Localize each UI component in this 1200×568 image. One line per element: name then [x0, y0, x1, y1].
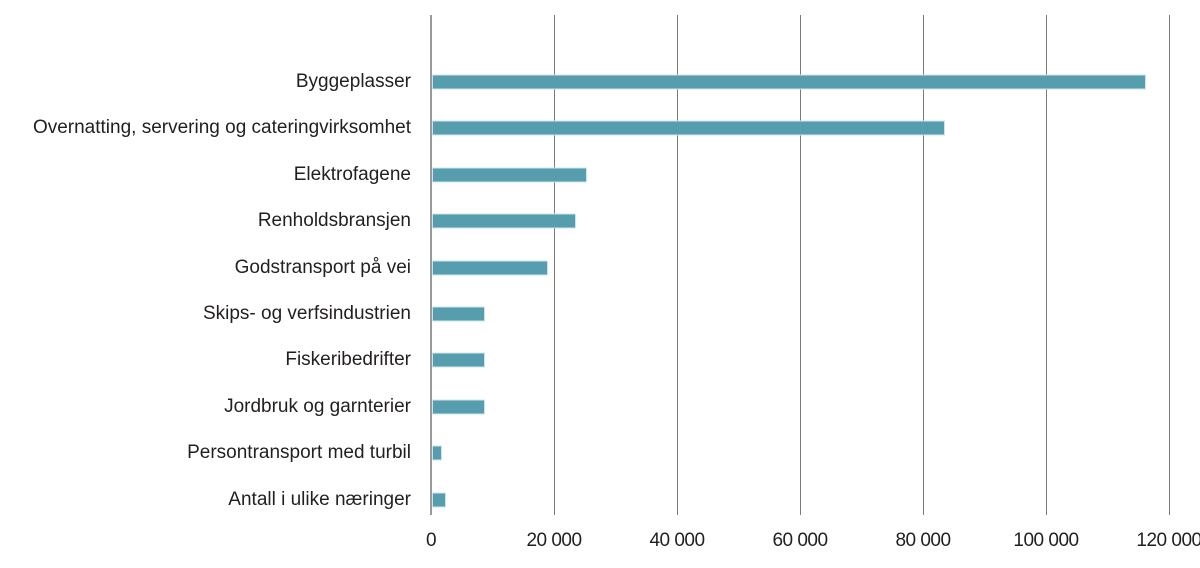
bar	[432, 399, 486, 415]
category-label: Skips- og verfsindustrien	[202, 303, 411, 324]
bar	[432, 74, 1147, 90]
gridline	[1046, 15, 1047, 515]
bar	[432, 492, 446, 508]
bar	[432, 445, 443, 461]
x-tick-label: 80 000	[895, 530, 951, 551]
gridline	[800, 15, 801, 515]
category-label: Godstransport på vei	[234, 256, 411, 278]
category-label: Fiskeribedrifter	[285, 349, 411, 371]
x-tick-label: 100 000	[1013, 530, 1079, 551]
gridline	[554, 15, 555, 515]
bar	[432, 120, 946, 136]
x-tick-label: 0	[425, 530, 437, 551]
bar	[432, 260, 548, 276]
category-label: Persontransport med turbil	[187, 442, 411, 464]
category-label: Overnatting, servering og cateringvirkso…	[32, 117, 411, 139]
bar	[432, 167, 587, 183]
category-label: Jordbruk og garnterier	[224, 395, 411, 417]
category-label: Elektrofagene	[293, 163, 411, 185]
gridline	[923, 15, 924, 515]
bar	[432, 352, 486, 368]
bar	[432, 213, 576, 229]
x-tick-label: 40 000	[649, 530, 705, 551]
gridline	[1169, 15, 1170, 515]
y-axis-line	[430, 15, 432, 515]
x-tick-label: 20 000	[526, 530, 582, 551]
gridline	[677, 15, 678, 515]
category-label: Antall i ulike næringer	[228, 488, 411, 510]
x-tick-label: 120 000	[1136, 530, 1200, 551]
x-tick-label: 60 000	[772, 530, 828, 551]
category-label: Byggeplasser	[295, 71, 411, 92]
bar	[432, 306, 486, 322]
category-label: Renholdsbransjen	[257, 210, 411, 232]
